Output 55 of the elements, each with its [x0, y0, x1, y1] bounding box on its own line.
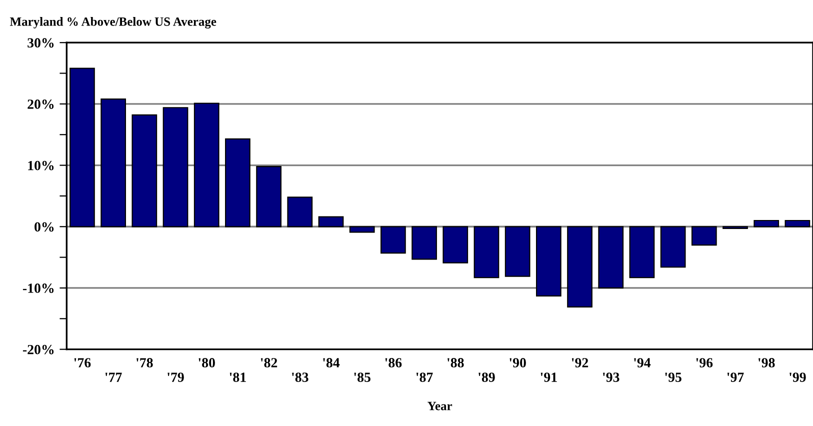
chart-title: Maryland % Above/Below US Average: [10, 17, 216, 28]
bar: [598, 226, 624, 289]
bar: [287, 196, 313, 228]
x-tick-label: '80: [198, 358, 215, 368]
x-tick-label: '88: [448, 358, 464, 368]
x-axis-title: Year: [428, 402, 452, 410]
x-tick-label: '94: [634, 358, 651, 368]
x-tick-label: '98: [758, 358, 775, 368]
bar: [629, 226, 655, 278]
x-tick-label: '78: [136, 358, 153, 368]
bar: [100, 98, 126, 228]
bar: [754, 220, 780, 228]
x-tick-label: '95: [665, 372, 682, 382]
bar: [536, 226, 562, 297]
bar: [349, 226, 375, 233]
bar: [442, 226, 468, 264]
x-tick-label: '76: [74, 358, 91, 368]
bar: [162, 107, 188, 228]
bar: [691, 226, 717, 246]
x-tick-label: '86: [385, 358, 402, 368]
x-tick-label: '92: [572, 358, 588, 368]
x-tick-label: '77: [105, 372, 122, 382]
y-tick-label: -20%: [22, 344, 54, 354]
bar: [412, 226, 437, 260]
x-tick-label: '79: [168, 372, 184, 382]
x-tick-label: '84: [323, 358, 340, 368]
y-tick-label: 20%: [28, 100, 54, 109]
bar: [660, 226, 686, 268]
x-tick-label: '90: [510, 358, 526, 368]
bar: [567, 226, 592, 308]
bar: [474, 226, 500, 278]
bar: [225, 138, 250, 228]
bar: [784, 220, 810, 228]
bar: [318, 216, 344, 228]
x-tick-label: '81: [230, 372, 246, 382]
x-tick-label: '97: [727, 372, 744, 382]
bar: [256, 166, 282, 228]
y-tick-label: 0%: [34, 222, 54, 232]
bar: [132, 114, 158, 228]
y-tick-label: -10%: [22, 284, 54, 293]
bar: [70, 68, 95, 228]
x-tick-label: '91: [540, 372, 557, 382]
x-tick-label: '85: [354, 372, 370, 382]
x-tick-label: '93: [603, 372, 620, 382]
bar: [194, 102, 220, 228]
x-tick-label: '89: [478, 372, 495, 382]
bar: [380, 226, 406, 254]
x-tick-label: '82: [260, 358, 278, 368]
x-tick-label: '99: [790, 372, 806, 382]
bar: [504, 226, 530, 277]
x-tick-label: '96: [696, 358, 713, 368]
x-tick-label: '87: [416, 372, 433, 382]
x-tick-label: '83: [292, 372, 308, 382]
y-tick-label: 30%: [28, 38, 54, 48]
y-tick-label: 10%: [28, 160, 54, 170]
